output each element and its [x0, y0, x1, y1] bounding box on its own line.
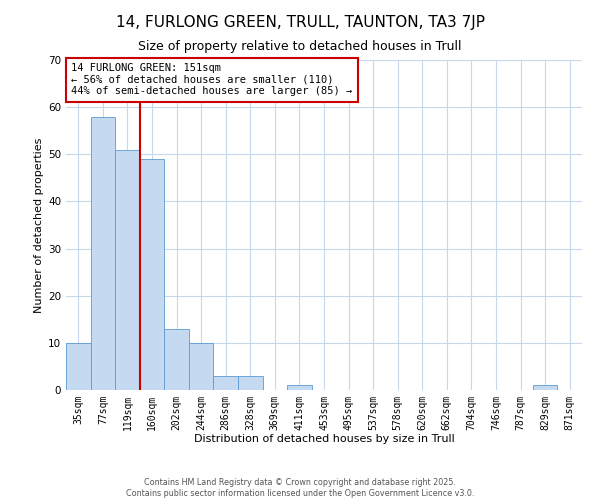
Bar [238, 376, 263, 390]
Bar [66, 343, 91, 390]
Bar [189, 343, 214, 390]
Text: 14 FURLONG GREEN: 151sqm
← 56% of detached houses are smaller (110)
44% of semi-: 14 FURLONG GREEN: 151sqm ← 56% of detach… [71, 64, 352, 96]
Y-axis label: Number of detached properties: Number of detached properties [34, 138, 44, 312]
Text: Size of property relative to detached houses in Trull: Size of property relative to detached ho… [138, 40, 462, 53]
Bar [140, 159, 164, 390]
Bar [115, 150, 140, 390]
Bar [533, 386, 557, 390]
Bar [287, 386, 312, 390]
Bar [91, 116, 115, 390]
Bar [164, 328, 189, 390]
X-axis label: Distribution of detached houses by size in Trull: Distribution of detached houses by size … [194, 434, 454, 444]
Text: Contains HM Land Registry data © Crown copyright and database right 2025.
Contai: Contains HM Land Registry data © Crown c… [126, 478, 474, 498]
Text: 14, FURLONG GREEN, TRULL, TAUNTON, TA3 7JP: 14, FURLONG GREEN, TRULL, TAUNTON, TA3 7… [115, 15, 485, 30]
Bar [214, 376, 238, 390]
